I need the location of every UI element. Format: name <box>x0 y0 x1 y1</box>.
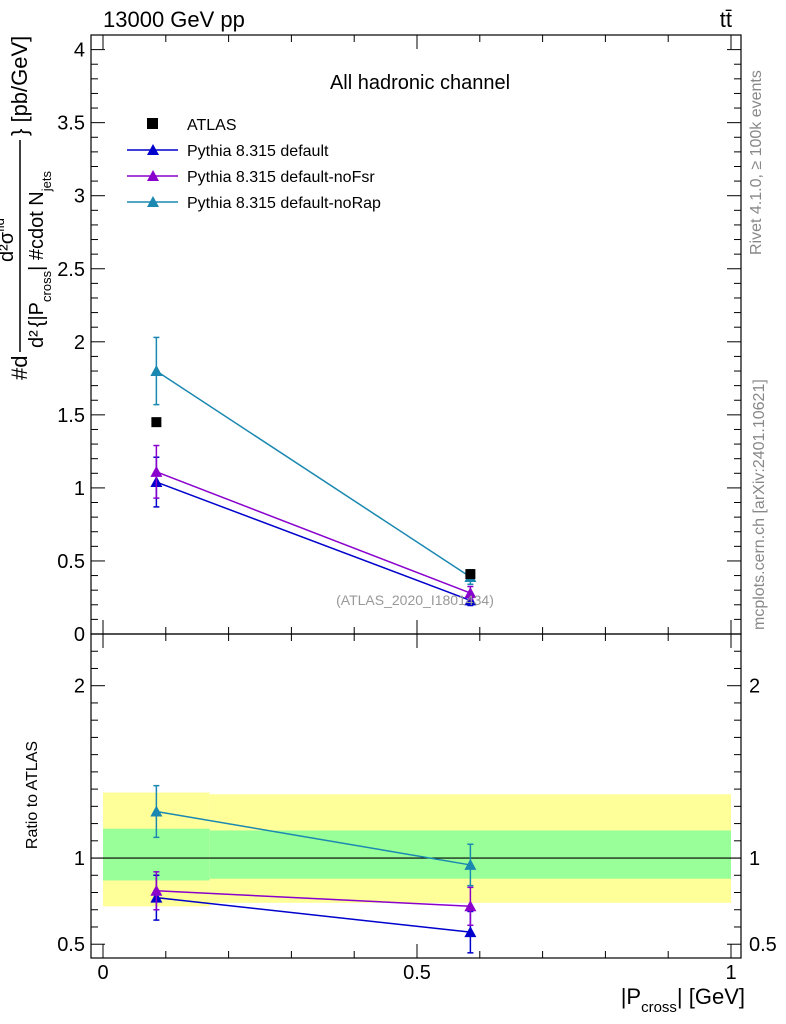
main-data-point <box>464 587 477 599</box>
ratio-y-axis-label: Ratio to ATLAS <box>24 741 41 849</box>
ratio-series-line <box>156 810 471 866</box>
ratio-y-tick-label: 1 <box>74 848 85 870</box>
legend-marker-nofsr <box>147 170 159 181</box>
main-y-tick-label: 3.5 <box>57 113 85 135</box>
svg-text:#d: #d <box>7 356 32 380</box>
ylabel-prefix: #d <box>7 356 32 380</box>
chart-title: All hadronic channel <box>330 72 510 94</box>
collision-label: 13000 GeV pp <box>103 7 245 32</box>
main-y-tick-label: 2 <box>74 332 85 354</box>
legend: ATLAS Pythia 8.315 default Pythia 8.315 … <box>127 117 381 212</box>
main-y-tick-label: 2.5 <box>57 259 85 281</box>
ratio-data-point <box>464 926 477 938</box>
main-y-tick-label: 0 <box>74 624 85 646</box>
legend-marker-norap <box>147 196 159 207</box>
ratio-series-group <box>150 784 477 954</box>
mcplots-label: mcplots.cern.ch [arXiv:2401.10621] <box>751 379 768 630</box>
ylabel-denominator: d²{|Pcross| #cdot Njets <box>26 171 54 348</box>
legend-label-atlas: ATLAS <box>187 117 237 134</box>
main-y-tick-label: 0.5 <box>57 551 85 573</box>
ratio-uncertainty-bands <box>103 792 731 907</box>
ylabel-unit: } [pb/GeV] <box>7 36 32 136</box>
ratio-y-tick-label: 0.5 <box>57 934 85 956</box>
analysis-watermark: (ATLAS_2020_I1801434) <box>336 592 494 608</box>
main-series-line <box>156 481 471 602</box>
ylabel-numerator: d²σfid <box>0 218 18 262</box>
legend-label-nofsr: Pythia 8.315 default-noFsr <box>187 169 375 186</box>
ratio-y-tick-label-right: 0.5 <box>749 934 777 956</box>
ratio-y-tick-label: 2 <box>74 676 85 698</box>
main-y-tick-label: 4 <box>74 40 85 62</box>
ratio-x-axis: 0 0.5 1 <box>97 634 737 984</box>
main-y-tick-label: 1.5 <box>57 405 85 427</box>
legend-label-norap: Pythia 8.315 default-noRap <box>187 195 381 212</box>
ratio-data-point <box>464 858 477 870</box>
ratio-panel: 0.5 0.51 12 2 0 0.5 1 Ratio to ATLAS |Pcross|… <box>24 633 777 1016</box>
x-axis-label: |Pcross| [GeV] <box>621 984 745 1016</box>
ratio-series-line <box>156 896 471 933</box>
ratio-data-point <box>464 900 477 912</box>
ratio-x-tick-label: 1 <box>725 962 736 984</box>
ratio-y-axis: 0.5 0.5 1 1 2 2 <box>57 650 777 956</box>
main-panel: 0 0.5 1 1.5 2 2.5 3 3.5 4 All hadronic channel (… <box>0 34 742 646</box>
atlas-data-point <box>151 417 162 428</box>
main-y-tick-label: 3 <box>74 186 85 208</box>
process-label: tt̄ <box>720 7 732 32</box>
main-y-axis: 0 0.5 1 1.5 2 2.5 3 3.5 4 <box>57 34 741 646</box>
atlas-data-point <box>465 569 476 580</box>
main-series-line <box>156 471 471 594</box>
ratio-data-point <box>150 884 163 896</box>
ratio-x-tick-label: 0.5 <box>403 962 431 984</box>
rivet-label: Rivet 4.1.0, ≥ 100k events <box>748 70 765 255</box>
legend-label-default: Pythia 8.315 default <box>187 143 329 160</box>
legend-marker-default <box>147 144 159 155</box>
main-data-point <box>150 465 163 477</box>
ratio-data-point <box>150 805 163 817</box>
ratio-y-tick-label-right: 2 <box>749 676 760 698</box>
main-series-group <box>150 336 477 607</box>
main-y-axis-label: #d d²σfid d²{|Pcross| #cdot Njets } [pb/… <box>0 36 54 380</box>
main-data-point <box>150 365 163 377</box>
ratio-series-line <box>156 890 471 908</box>
ratio-y-tick-label-right: 1 <box>749 848 760 870</box>
ratio-frame <box>90 633 742 959</box>
legend-marker-atlas <box>147 118 158 129</box>
ratio-x-tick-label: 0 <box>97 962 108 984</box>
main-y-tick-label: 1 <box>74 478 85 500</box>
main-series-line <box>155 370 471 578</box>
